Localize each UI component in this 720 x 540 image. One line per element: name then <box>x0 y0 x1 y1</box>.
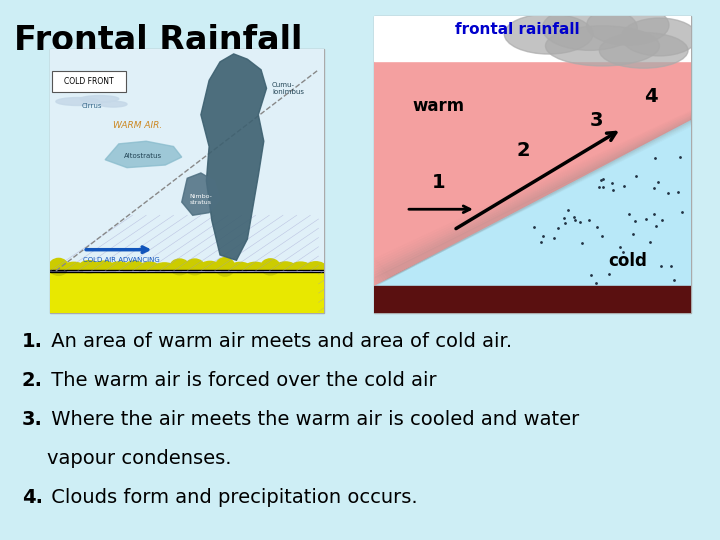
Polygon shape <box>374 120 691 286</box>
Polygon shape <box>181 173 220 215</box>
Ellipse shape <box>64 259 84 274</box>
Text: An area of warm air meets and area of cold air.: An area of warm air meets and area of co… <box>45 332 513 351</box>
Text: 1: 1 <box>431 173 445 192</box>
Ellipse shape <box>109 260 129 273</box>
Text: 2.: 2. <box>22 371 42 390</box>
FancyBboxPatch shape <box>50 49 324 313</box>
Text: Where the air meets the warm air is cooled and water: Where the air meets the warm air is cool… <box>45 410 580 429</box>
Text: 4: 4 <box>644 87 657 106</box>
Ellipse shape <box>546 26 660 66</box>
Ellipse shape <box>155 259 174 274</box>
Ellipse shape <box>94 261 114 273</box>
Ellipse shape <box>79 259 99 275</box>
Ellipse shape <box>291 261 310 273</box>
Ellipse shape <box>599 32 688 68</box>
Text: 3: 3 <box>590 111 603 130</box>
Ellipse shape <box>185 258 204 276</box>
Polygon shape <box>374 60 691 286</box>
Ellipse shape <box>542 6 637 50</box>
Text: COLD AIR ADVANCING: COLD AIR ADVANCING <box>84 256 160 262</box>
Ellipse shape <box>587 5 669 45</box>
FancyBboxPatch shape <box>374 16 691 313</box>
Ellipse shape <box>140 258 159 276</box>
Ellipse shape <box>306 259 325 274</box>
Bar <box>374 286 691 313</box>
Text: warm: warm <box>413 97 464 115</box>
Text: cold: cold <box>608 252 647 269</box>
Bar <box>50 49 324 273</box>
Ellipse shape <box>276 260 295 274</box>
Text: 1.: 1. <box>22 332 42 351</box>
Ellipse shape <box>261 259 280 275</box>
Ellipse shape <box>56 98 99 105</box>
FancyBboxPatch shape <box>52 71 126 92</box>
Text: COLD FRONT: COLD FRONT <box>64 77 114 86</box>
Text: WARM AIR.: WARM AIR. <box>113 121 163 130</box>
Bar <box>374 16 691 60</box>
Text: The warm air is forced over the cold air: The warm air is forced over the cold air <box>45 371 437 390</box>
Text: Cirrus: Cirrus <box>81 103 102 109</box>
Text: Clouds form and precipitation occurs.: Clouds form and precipitation occurs. <box>45 488 418 507</box>
Ellipse shape <box>230 263 250 271</box>
Ellipse shape <box>125 259 144 275</box>
Text: frontal rainfall: frontal rainfall <box>454 22 580 37</box>
Ellipse shape <box>215 258 235 276</box>
Bar <box>50 270 324 272</box>
Ellipse shape <box>49 260 68 274</box>
Polygon shape <box>374 119 691 285</box>
Polygon shape <box>374 120 691 286</box>
Polygon shape <box>105 141 181 167</box>
Text: 3.: 3. <box>22 410 42 429</box>
Text: Altostratus: Altostratus <box>125 153 163 159</box>
Ellipse shape <box>504 14 593 54</box>
Text: 4.: 4. <box>22 488 42 507</box>
Ellipse shape <box>170 259 189 274</box>
Ellipse shape <box>621 18 698 56</box>
Text: 2: 2 <box>517 141 531 160</box>
Text: Nimbo-
stratus: Nimbo- stratus <box>189 194 212 205</box>
Bar <box>50 266 324 313</box>
Ellipse shape <box>200 262 220 272</box>
Text: Frontal Rainfall: Frontal Rainfall <box>14 24 303 57</box>
Polygon shape <box>201 54 266 260</box>
Ellipse shape <box>99 102 127 107</box>
Text: vapour condenses.: vapour condenses. <box>22 449 231 468</box>
Ellipse shape <box>246 262 265 272</box>
Ellipse shape <box>81 96 119 102</box>
Text: Cumu-
lonimbus: Cumu- lonimbus <box>272 82 304 95</box>
